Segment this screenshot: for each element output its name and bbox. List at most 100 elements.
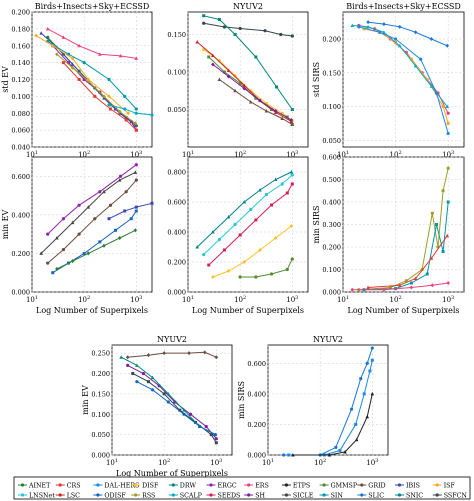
chart-p2: 101 102 103 0.050 0.100 0.150 NYUV2	[167, 2, 309, 159]
data-point	[217, 77, 222, 81]
data-point	[211, 230, 215, 234]
legend-marker	[247, 483, 251, 487]
chart-title: NYUV2	[233, 2, 263, 11]
data-point	[46, 261, 50, 265]
data-point	[238, 233, 242, 237]
data-point	[446, 166, 450, 170]
y-tick-label: 0.200	[91, 370, 110, 378]
data-point	[126, 363, 130, 367]
x-tick-label: 102	[158, 458, 170, 467]
legend-marker	[20, 493, 25, 497]
data-point	[290, 182, 294, 186]
x-tick-label: 102	[78, 150, 90, 159]
series-line	[136, 381, 216, 436]
y-tick-label: 0.300	[322, 221, 341, 229]
data-point	[285, 267, 289, 272]
data-point	[365, 414, 370, 419]
data-point	[289, 118, 294, 122]
data-point	[233, 88, 237, 93]
legend-marker	[247, 493, 251, 497]
data-point	[370, 346, 374, 350]
data-point	[343, 449, 347, 454]
chart-p1: 101 102 103 0.040 0.060 0.080 0.100 0.120 0.140 0…	[1, 2, 154, 159]
legend-label: SH	[255, 493, 265, 500]
data-point	[82, 61, 86, 65]
data-point	[61, 35, 66, 39]
y-tick-label: 0.050	[322, 137, 341, 145]
data-point	[354, 422, 358, 426]
x-tick-label: 103	[130, 150, 142, 159]
data-point	[131, 372, 135, 376]
y-tick-label: 0.500	[322, 176, 341, 184]
chart-p3: 101 102 103 0.050 0.100 0.150 0.200 Birds+Insec…	[312, 2, 465, 159]
data-point	[222, 248, 226, 252]
chart-p5: 101 102 103 0.000 0.200 0.400 0.600 0.800 Log Nu…	[167, 156, 309, 315]
data-point	[214, 437, 218, 441]
data-point	[70, 65, 75, 70]
data-point	[258, 98, 262, 103]
data-point	[273, 236, 278, 240]
data-point	[279, 32, 283, 37]
data-point	[217, 18, 221, 21]
x-tick-label: 102	[78, 295, 90, 304]
data-point	[102, 189, 106, 194]
series-line	[63, 62, 137, 131]
series-line	[47, 28, 137, 59]
y-tick-label: 0.800	[167, 169, 186, 177]
data-point	[445, 43, 450, 48]
data-point	[135, 380, 139, 384]
data-point	[146, 380, 150, 384]
data-point	[366, 20, 370, 25]
data-point	[334, 445, 338, 449]
chart-title: NYUV2	[313, 335, 343, 344]
data-point	[166, 400, 170, 404]
legend-marker	[360, 493, 364, 497]
legend-label: LNSNet	[29, 493, 55, 500]
y-tick-label: 0.200	[11, 250, 30, 258]
data-point	[150, 388, 155, 392]
data-point	[273, 109, 278, 113]
data-point	[55, 236, 59, 240]
data-point	[198, 424, 202, 429]
y-tick-label: 0.100	[322, 266, 341, 274]
data-point	[290, 173, 294, 177]
data-point	[445, 233, 450, 238]
y-tick-label: 0.400	[167, 229, 186, 237]
data-point	[254, 218, 258, 222]
data-point	[123, 107, 127, 111]
chart-title: NYUV2	[157, 335, 187, 344]
data-point	[107, 103, 111, 107]
x-tick-label: 102	[390, 150, 402, 159]
x-tick-label: 101	[182, 150, 194, 159]
y-tick-label: 0.000	[247, 452, 266, 460]
x-axis-label: Log Number of Superpixels	[116, 469, 228, 478]
series-line	[203, 15, 293, 110]
data-point	[129, 217, 133, 221]
data-point	[222, 70, 226, 74]
data-point	[258, 248, 262, 252]
x-tick-label: 102	[390, 295, 402, 304]
data-point	[123, 209, 127, 213]
legend-label: CRS	[67, 483, 81, 490]
legend-label: SEEDS	[218, 493, 241, 500]
y-tick-label: 0.180	[11, 25, 30, 33]
data-point	[285, 115, 289, 119]
data-point	[107, 77, 111, 82]
chart-title: Birds+Insects+Sky+ECSSD	[35, 2, 150, 11]
data-point	[133, 170, 138, 174]
y-tick-label: 0.000	[91, 452, 110, 460]
data-point	[125, 355, 130, 360]
data-point	[290, 34, 294, 38]
data-point	[273, 177, 278, 181]
x-tick-label: 103	[286, 150, 298, 159]
y-tick-label: 0.400	[322, 199, 341, 207]
legend-label: SNIC	[406, 493, 423, 500]
data-point	[162, 351, 166, 356]
legend-label: DAL-HERS	[104, 483, 139, 490]
y-axis-label: std SIRS	[312, 62, 321, 97]
legend-label: SLIC	[368, 493, 384, 500]
data-point	[441, 250, 445, 253]
data-point	[195, 40, 199, 44]
data-point	[204, 424, 208, 429]
y-tick-label: 0.250	[91, 350, 110, 358]
